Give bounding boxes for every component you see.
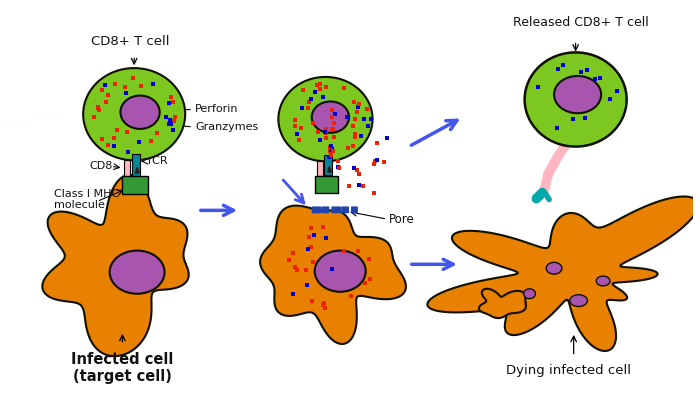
Text: CD8+ T cell: CD8+ T cell [91, 35, 169, 48]
Polygon shape [328, 166, 331, 172]
FancyBboxPatch shape [331, 206, 341, 213]
Text: TCR: TCR [146, 156, 167, 166]
Ellipse shape [570, 295, 587, 307]
Ellipse shape [524, 289, 536, 299]
Ellipse shape [279, 77, 372, 161]
Text: Dying infected cell: Dying infected cell [506, 364, 631, 377]
Polygon shape [427, 196, 698, 351]
FancyBboxPatch shape [315, 176, 338, 193]
Text: Pore: Pore [389, 213, 415, 226]
Text: Granzymes: Granzymes [195, 122, 258, 132]
Text: Infected cell
(target cell): Infected cell (target cell) [71, 352, 174, 384]
Text: Class I MHC
molecule: Class I MHC molecule [54, 189, 119, 210]
Polygon shape [43, 175, 189, 356]
FancyBboxPatch shape [132, 154, 140, 176]
Ellipse shape [312, 101, 349, 133]
Ellipse shape [596, 276, 610, 286]
FancyBboxPatch shape [122, 176, 148, 194]
Ellipse shape [546, 263, 562, 274]
Polygon shape [479, 289, 526, 318]
Polygon shape [316, 161, 323, 176]
Text: Released CD8+ T cell: Released CD8+ T cell [512, 16, 648, 29]
Text: Perforin: Perforin [195, 104, 239, 114]
Ellipse shape [315, 251, 365, 292]
Polygon shape [260, 206, 406, 344]
Text: CD8: CD8 [89, 161, 113, 171]
Polygon shape [135, 167, 139, 173]
Ellipse shape [83, 68, 186, 160]
Ellipse shape [524, 52, 626, 147]
FancyBboxPatch shape [341, 206, 349, 213]
Ellipse shape [554, 76, 601, 113]
FancyBboxPatch shape [312, 206, 321, 213]
FancyBboxPatch shape [351, 206, 358, 213]
FancyBboxPatch shape [321, 206, 330, 213]
FancyBboxPatch shape [325, 155, 332, 175]
Ellipse shape [120, 95, 160, 129]
Polygon shape [125, 160, 130, 176]
Ellipse shape [110, 251, 164, 294]
